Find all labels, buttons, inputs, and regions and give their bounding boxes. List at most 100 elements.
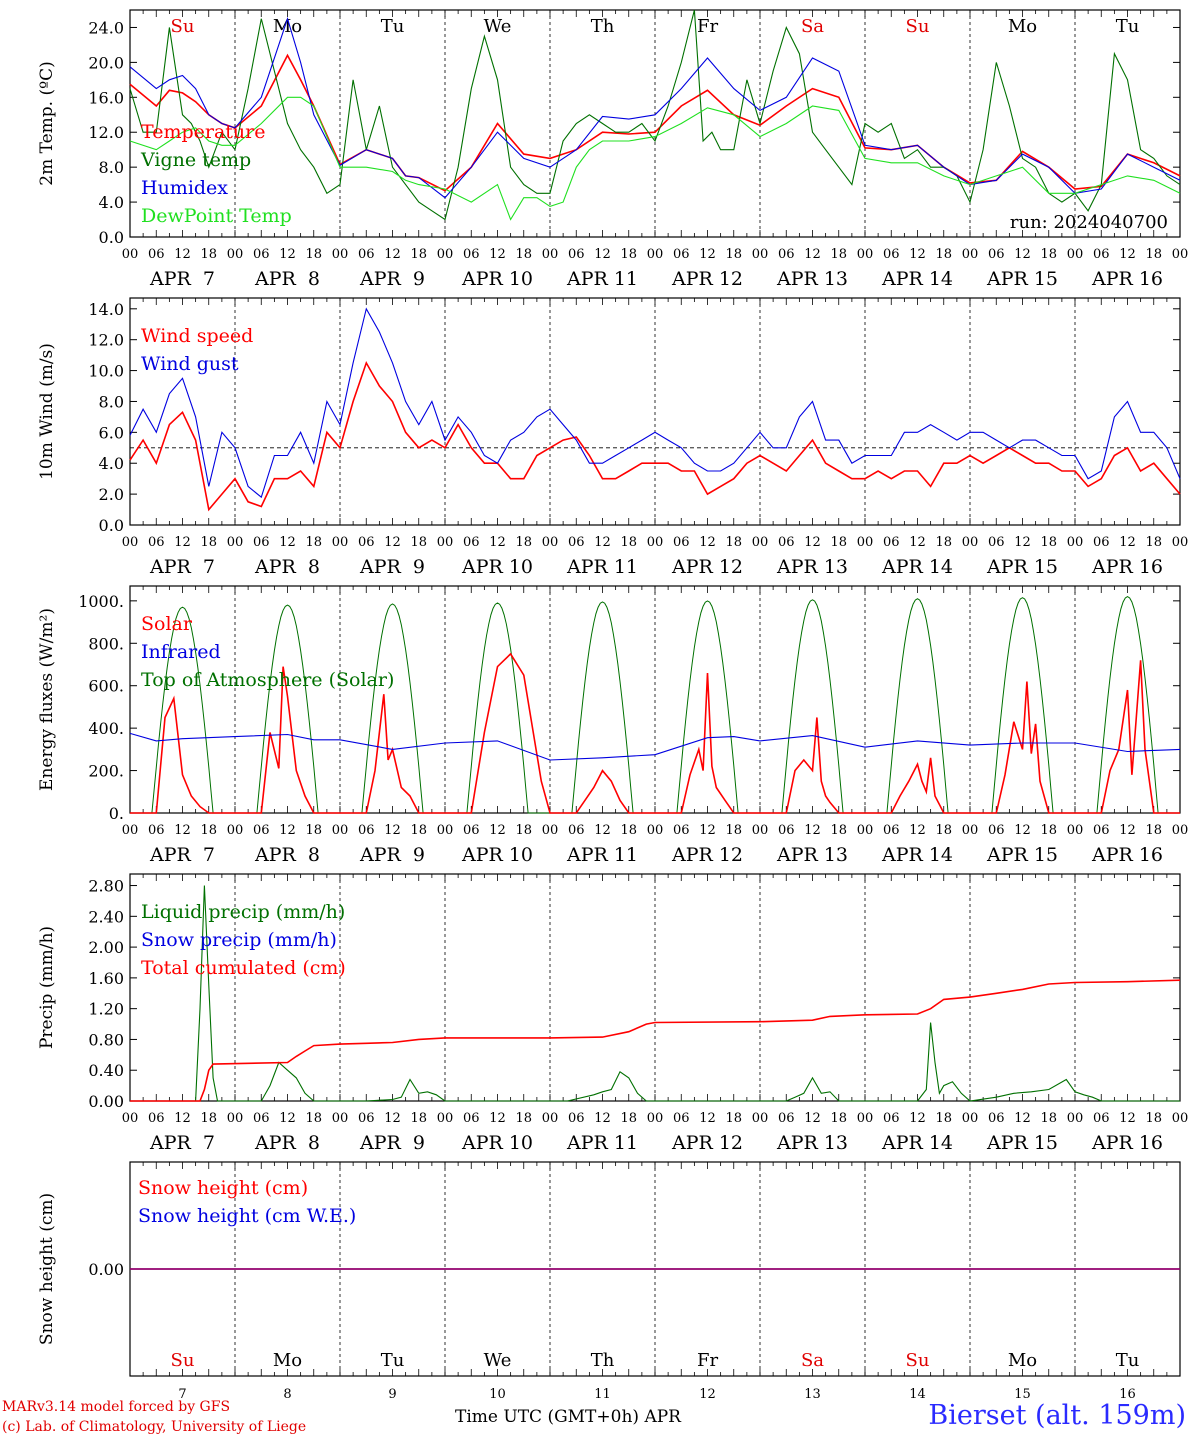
y-axis-label: Snow height (cm) [37, 1193, 57, 1345]
hour-tick-label: 18 [620, 823, 637, 838]
weekday-label: We [484, 16, 512, 37]
time-axis-label: Time UTC (GMT+0h) APR [455, 1407, 681, 1427]
hour-tick-label: 06 [1093, 1111, 1110, 1126]
hour-tick-label: 18 [305, 535, 322, 550]
legend-entry: Liquid precip (mm/h) [141, 901, 345, 923]
date-label: APR 16 [1091, 268, 1163, 290]
wind-speed-line [129, 360, 1181, 512]
date-label: APR 8 [254, 1132, 320, 1154]
y-tick-label: 1.20 [88, 1000, 124, 1019]
hour-tick-label: 18 [1040, 535, 1057, 550]
hour-tick-label: 00 [752, 247, 769, 262]
hour-tick-label: 12 [909, 1111, 926, 1126]
date-label: APR 13 [776, 556, 848, 578]
y-axis-label: Energy fluxes (W/m²) [37, 608, 57, 791]
day-number-label: 15 [1014, 1387, 1031, 1402]
date-label: APR 12 [671, 556, 743, 578]
date-label: APR 12 [671, 844, 743, 866]
day-number-label: 13 [804, 1387, 821, 1402]
hour-tick-label: 12 [174, 535, 191, 550]
hour-tick-label: 12 [699, 535, 716, 550]
hour-tick-label: 00 [752, 535, 769, 550]
hour-tick-label: 00 [437, 247, 454, 262]
legend-entry: Solar [141, 613, 193, 635]
y-tick-label: 0.0 [99, 228, 124, 247]
hour-tick-label: 06 [358, 247, 375, 262]
hour-tick-label: 00 [962, 1111, 979, 1126]
hour-tick-label: 06 [883, 1111, 900, 1126]
hour-tick-label: 12 [384, 823, 401, 838]
hour-tick-label: 00 [857, 247, 874, 262]
hour-tick-label: 06 [463, 247, 480, 262]
hour-tick-label: 00 [227, 823, 244, 838]
y-tick-label: 12.0 [88, 123, 124, 142]
hour-tick-label: 00 [857, 823, 874, 838]
hour-tick-label: 12 [594, 1111, 611, 1126]
y-tick-label: 2.80 [88, 877, 124, 896]
hour-tick-label: 00 [1172, 535, 1189, 550]
legend-entry: Total cumulated (cm) [141, 957, 346, 979]
date-label: APR 15 [986, 1132, 1058, 1154]
date-label: APR 12 [671, 268, 743, 290]
y-tick-label: 8.0 [99, 392, 124, 411]
date-label: APR 8 [254, 268, 320, 290]
hour-tick-label: 18 [515, 247, 532, 262]
date-label: APR 7 [149, 268, 215, 290]
date-label: APR 13 [776, 1132, 848, 1154]
hour-tick-label: 00 [122, 1111, 139, 1126]
weekday-label: Mo [273, 16, 302, 37]
y-tick-label: 0.80 [88, 1030, 124, 1049]
hour-tick-label: 00 [962, 823, 979, 838]
hour-tick-label: 12 [174, 247, 191, 262]
hour-tick-label: 06 [568, 247, 585, 262]
hour-tick-label: 18 [1145, 247, 1162, 262]
date-label: APR 16 [1091, 1132, 1163, 1154]
hour-tick-label: 18 [410, 1111, 427, 1126]
legend-entry: Humidex [141, 177, 228, 199]
y-tick-label: 8.0 [99, 158, 124, 177]
date-label: APR 8 [254, 556, 320, 578]
hour-tick-label: 12 [594, 535, 611, 550]
y-tick-label: 20.0 [88, 53, 124, 72]
run-label: run: 2024040700 [1010, 212, 1168, 233]
hour-tick-label: 18 [200, 1111, 217, 1126]
hour-tick-label: 12 [804, 1111, 821, 1126]
weekday-label: Sa [801, 16, 824, 37]
date-label: APR 10 [461, 556, 533, 578]
weekday-label: Su [171, 16, 195, 37]
hour-tick-label: 12 [384, 1111, 401, 1126]
solar-line [130, 652, 1180, 814]
hour-tick-label: 00 [857, 535, 874, 550]
hour-tick-label: 06 [148, 535, 165, 550]
hour-tick-label: 12 [1014, 1111, 1031, 1126]
hour-tick-label: 12 [699, 1111, 716, 1126]
y-tick-label: 0. [109, 804, 124, 823]
weekday-label: Fr [697, 16, 718, 37]
hour-tick-label: 12 [489, 247, 506, 262]
weekday-label: Th [591, 16, 615, 37]
y-tick-label: 600. [88, 677, 124, 696]
y-tick-label: 2.40 [88, 907, 124, 926]
hour-tick-label: 06 [673, 535, 690, 550]
hour-tick-label: 18 [515, 535, 532, 550]
hour-tick-label: 12 [174, 823, 191, 838]
hour-tick-label: 06 [463, 823, 480, 838]
hour-tick-label: 18 [935, 535, 952, 550]
hour-tick-label: 00 [1172, 823, 1189, 838]
y-tick-label: 4.0 [99, 193, 124, 212]
hour-tick-label: 00 [857, 1111, 874, 1126]
total-cumulated-cm-line [130, 979, 1181, 1102]
hour-tick-label: 18 [725, 823, 742, 838]
legend-entry: Snow height (cm) [138, 1177, 308, 1199]
y-tick-label: 2.0 [99, 485, 124, 504]
weekday-label: Mo [1008, 1350, 1037, 1371]
hour-tick-label: 00 [1067, 1111, 1084, 1126]
hour-tick-label: 12 [594, 247, 611, 262]
hour-tick-label: 18 [725, 535, 742, 550]
hour-tick-label: 00 [437, 1111, 454, 1126]
hour-tick-label: 06 [673, 1111, 690, 1126]
hour-tick-label: 00 [1067, 823, 1084, 838]
hour-tick-label: 18 [1145, 535, 1162, 550]
hour-tick-label: 18 [200, 535, 217, 550]
